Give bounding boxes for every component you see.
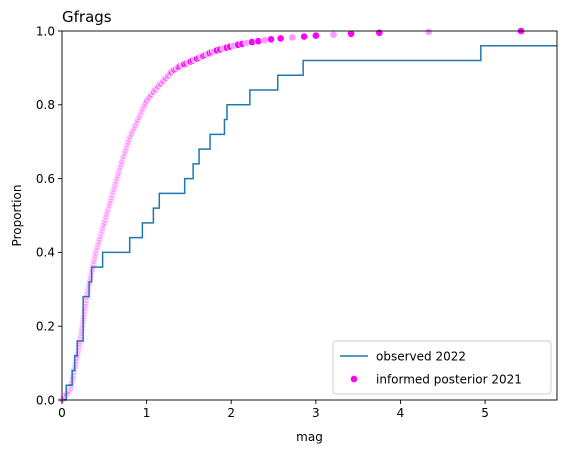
x-tick-label: 3 <box>312 406 320 420</box>
y-tick-label: 0.2 <box>36 320 55 334</box>
posterior-point <box>254 37 263 46</box>
y-tick-label: 0.0 <box>36 393 55 407</box>
x-tick-label: 5 <box>481 406 489 420</box>
legend: observed 2022 informed posterior 2021 <box>332 340 552 395</box>
x-axis-ticks: 0 1 2 3 4 5 <box>58 400 489 420</box>
plot-frame <box>61 30 558 401</box>
x-axis-label: mag <box>296 430 323 444</box>
x-tick-label: 1 <box>143 406 151 420</box>
posterior-point <box>424 28 433 36</box>
y-tick-label: 0.8 <box>36 98 55 112</box>
posterior-point <box>260 36 269 45</box>
posterior-point <box>300 32 309 41</box>
y-axis-label: Proportion <box>10 185 24 247</box>
observed-step-line <box>62 45 557 401</box>
y-axis-ticks: 0.0 0.2 0.4 0.6 0.8 1.0 <box>36 24 62 407</box>
y-tick-label: 0.4 <box>36 246 55 260</box>
posterior-point <box>311 31 320 40</box>
posterior-point <box>329 30 338 39</box>
y-tick-label: 1.0 <box>36 24 55 38</box>
posterior-point <box>267 35 275 44</box>
legend-label-observed: observed 2022 <box>376 350 466 364</box>
posterior-point <box>276 34 285 43</box>
y-tick-label: 0.6 <box>36 172 55 186</box>
plot-area <box>58 27 557 403</box>
legend-label-posterior: informed posterior 2021 <box>376 373 522 387</box>
posterior-point <box>288 33 297 42</box>
x-tick-label: 0 <box>58 406 66 420</box>
posterior-point <box>375 28 384 37</box>
posterior-point <box>347 29 356 38</box>
x-tick-label: 2 <box>227 406 235 420</box>
chart-title: Gfrags <box>62 8 112 26</box>
legend-box <box>332 340 552 395</box>
x-tick-label: 4 <box>397 406 405 420</box>
legend-swatch-posterior <box>350 375 358 383</box>
posterior-point <box>248 38 256 46</box>
